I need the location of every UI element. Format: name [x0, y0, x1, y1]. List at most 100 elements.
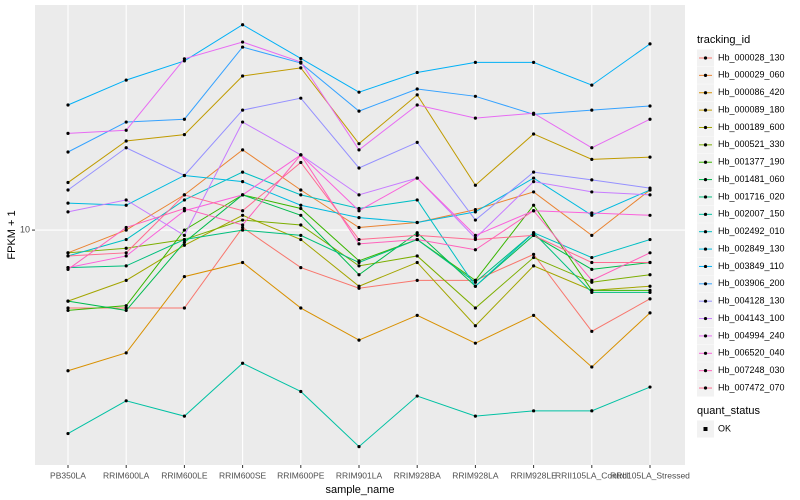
data-point: [415, 70, 419, 75]
data-point: [124, 139, 128, 143]
data-point: [532, 231, 536, 235]
x-tick-label: RRIM928LE: [510, 470, 557, 480]
data-point: [66, 251, 70, 255]
data-point: [415, 103, 419, 107]
data-point: [66, 150, 70, 154]
data-point: [415, 93, 419, 97]
legend-swatch-point: [703, 160, 708, 164]
data-point: [241, 148, 245, 152]
data-point: [182, 57, 186, 61]
data-point: [473, 116, 477, 120]
data-point: [182, 240, 186, 244]
data-point: [357, 142, 361, 146]
data-point: [241, 40, 245, 44]
legend-label: Hb_007472_070: [718, 382, 785, 392]
data-point: [124, 306, 128, 310]
data-point: [66, 180, 70, 185]
data-point: [532, 409, 536, 413]
legend-swatch-point: [703, 299, 708, 303]
data-point: [124, 78, 128, 82]
data-point: [182, 233, 186, 238]
legend-swatch-point: [703, 108, 708, 112]
legend-swatch-point: [703, 212, 708, 216]
data-point: [473, 237, 477, 242]
data-point: [532, 252, 536, 256]
data-point: [241, 23, 245, 27]
legend-swatch-point: [703, 143, 708, 147]
legend-swatch-point: [703, 427, 708, 431]
data-point: [590, 190, 594, 194]
legend-label: Hb_000028_130: [718, 52, 785, 62]
data-point: [590, 146, 594, 150]
data-point: [124, 237, 128, 242]
data-point: [532, 132, 536, 136]
data-point: [357, 166, 361, 170]
data-point: [299, 96, 303, 100]
data-point: [357, 109, 361, 113]
data-point: [590, 260, 594, 265]
legend-label: Hb_002849_130: [718, 243, 785, 253]
data-point: [66, 369, 70, 373]
data-point: [241, 45, 245, 49]
x-tick-label: RRIM600SE: [219, 470, 267, 480]
data-point: [415, 394, 419, 398]
data-point: [241, 170, 245, 174]
legend-label: Hb_000189_600: [718, 122, 785, 132]
data-point: [124, 246, 128, 250]
data-point: [415, 233, 419, 238]
data-point: [532, 203, 536, 207]
data-point: [182, 414, 186, 418]
data-point: [124, 198, 128, 202]
data-point: [124, 128, 128, 132]
data-point: [590, 267, 594, 271]
legend-label: Hb_002007_150: [718, 209, 785, 219]
data-point: [182, 243, 186, 247]
data-point: [648, 186, 652, 190]
data-point: [473, 341, 477, 345]
legend-swatch-point: [703, 195, 708, 199]
legend-swatch-point: [703, 334, 708, 338]
data-point: [241, 225, 245, 230]
data-point: [182, 206, 186, 211]
data-point: [648, 193, 652, 197]
legend-swatch-point: [703, 177, 708, 182]
data-point: [532, 313, 536, 317]
legend-swatch-point: [703, 282, 708, 286]
y-axis-title: FPKM + 1: [6, 210, 18, 259]
data-point: [299, 389, 303, 394]
data-point: [124, 304, 128, 308]
x-tick-label: PB350LA: [50, 470, 86, 480]
legend-label: Hb_001716_020: [718, 191, 785, 201]
x-tick-label: RRII105LA_Stressed: [610, 470, 690, 480]
legend-label: OK: [718, 423, 731, 433]
data-point: [648, 117, 652, 121]
data-point: [299, 66, 303, 70]
data-point: [473, 324, 477, 328]
legend-label: Hb_006520_040: [718, 348, 785, 358]
legend-label: Hb_000086_420: [718, 87, 785, 97]
legend-label: Hb_003906_200: [718, 278, 785, 288]
data-point: [357, 193, 361, 197]
data-point: [241, 260, 245, 265]
data-point: [66, 267, 70, 271]
data-point: [648, 284, 652, 288]
data-point: [241, 213, 245, 217]
legend-label: Hb_002492_010: [718, 226, 785, 236]
data-point: [66, 210, 70, 214]
data-point: [357, 284, 361, 288]
data-point: [66, 431, 70, 436]
data-point: [182, 132, 186, 137]
data-point: [590, 213, 594, 217]
legend-swatch-point: [703, 73, 708, 77]
data-point: [532, 190, 536, 194]
data-point: [473, 248, 477, 252]
legend-swatch-point: [703, 386, 708, 390]
data-point: [299, 306, 303, 310]
legend-label: Hb_000521_330: [718, 139, 785, 149]
data-point: [648, 213, 652, 217]
data-point: [648, 273, 652, 277]
legend-title: tracking_id: [697, 34, 750, 46]
data-point: [415, 278, 419, 282]
data-point: [648, 297, 652, 301]
